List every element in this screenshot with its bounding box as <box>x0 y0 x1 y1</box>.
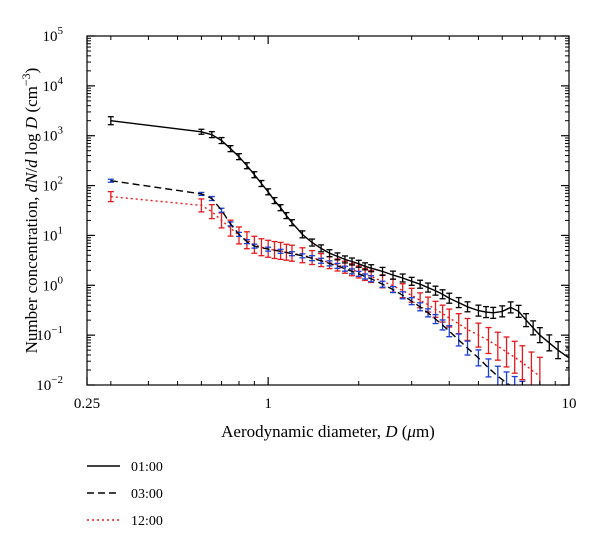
y-tick-label: 10−1 <box>36 324 63 344</box>
y-axis-title: Number concentration, dN/d log D (cm−3) <box>19 68 41 354</box>
series-0100 <box>107 116 569 369</box>
errorbar <box>485 358 492 378</box>
errorbar <box>362 273 369 280</box>
x-axis-title-unit-rest: m) <box>416 422 435 441</box>
y-tick-base: 10 <box>43 129 58 145</box>
errorbar <box>485 326 492 355</box>
series-layer <box>107 116 569 385</box>
y-tick-base: 10 <box>43 228 58 244</box>
y-tick-base: 10 <box>43 179 58 195</box>
errorbar <box>208 204 215 220</box>
x-axis-title-unit-open: ( <box>397 422 407 441</box>
y-tick-label: 102 <box>43 175 64 195</box>
y-tick-base: 10 <box>43 79 58 95</box>
errorbar <box>277 248 284 254</box>
y-axis-title-exp: −3 <box>19 73 33 86</box>
legend: 01:00 03:00 12:00 <box>87 460 163 529</box>
y-tick-label: 103 <box>43 125 64 145</box>
plot-frame <box>86 35 570 386</box>
errorbar <box>528 351 535 385</box>
y-axis-title-D: D <box>22 116 41 130</box>
y-axis-title-prefix: Number concentration, <box>22 192 41 353</box>
x-axis-title-prefix: Aerodynamic diameter, <box>221 422 385 441</box>
y-axis-title-log: log <box>22 129 41 159</box>
errorbar <box>446 308 453 328</box>
y-tick-label: 104 <box>43 75 64 95</box>
errorbar <box>566 347 569 369</box>
errorbar <box>494 365 501 385</box>
errorbar <box>218 207 225 213</box>
y-tick-exponent: −1 <box>51 324 63 336</box>
y-axis-title-close: ) <box>22 68 41 74</box>
errorbar <box>464 317 471 342</box>
y-tick-exponent: 0 <box>58 274 64 286</box>
errorbar <box>511 375 518 385</box>
errorbar <box>494 331 501 361</box>
errorbar <box>446 325 453 338</box>
x-axis-title-unit-mu: μ <box>406 422 416 441</box>
y-tick-base: 10 <box>36 378 51 394</box>
y-tick-base: 10 <box>43 278 58 294</box>
y-tick-exponent: −2 <box>51 374 63 386</box>
x-tick-label: 0.25 <box>74 396 100 412</box>
errorbar <box>258 238 265 257</box>
errorbar <box>341 265 348 272</box>
y-tick-exponent: 2 <box>58 175 64 187</box>
y-tick-label: 101 <box>43 224 64 244</box>
errorbar <box>519 345 526 381</box>
series-1200 <box>107 190 543 385</box>
legend-label: 03:00 <box>131 487 163 502</box>
errorbar <box>511 340 518 374</box>
series-line <box>110 180 511 385</box>
series-line <box>110 120 569 359</box>
y-tick-base: 10 <box>36 328 51 344</box>
y-axis-title-d: d <box>22 159 41 168</box>
y-tick-base: 10 <box>43 29 58 45</box>
y-axis-title-unit: (cm <box>22 86 41 117</box>
x-axis-title-symbol: D <box>384 422 398 441</box>
y-tick-label: 100 <box>43 274 64 294</box>
series-0300 <box>107 178 526 385</box>
errorbar <box>503 371 510 385</box>
y-tick-exponent: 1 <box>58 224 64 236</box>
errorbar <box>288 251 295 257</box>
y-tick-exponent: 4 <box>58 75 64 87</box>
x-tick-label: 1 <box>264 396 272 412</box>
errorbar <box>299 253 306 259</box>
x-axis-title: Aerodynamic diameter, D (μm) <box>221 422 435 441</box>
legend-item: 03:00 <box>87 487 163 502</box>
errorbar <box>334 262 341 270</box>
legend-label: 12:00 <box>131 514 163 529</box>
y-axis-title-dn: dN <box>22 171 41 193</box>
y-tick-label: 105 <box>43 25 64 45</box>
errorbar <box>536 356 543 385</box>
x-tick-label: 10 <box>562 396 577 412</box>
legend-label: 01:00 <box>131 460 163 475</box>
y-tick-exponent: 5 <box>58 25 64 37</box>
legend-item: 01:00 <box>87 460 163 475</box>
y-tick-label: 10−2 <box>36 374 63 394</box>
y-tick-exponent: 3 <box>58 125 64 137</box>
legend-item: 12:00 <box>87 514 163 529</box>
errorbar <box>503 336 510 368</box>
errorbar <box>455 313 462 335</box>
y-axis-title-slash: / <box>22 168 41 173</box>
